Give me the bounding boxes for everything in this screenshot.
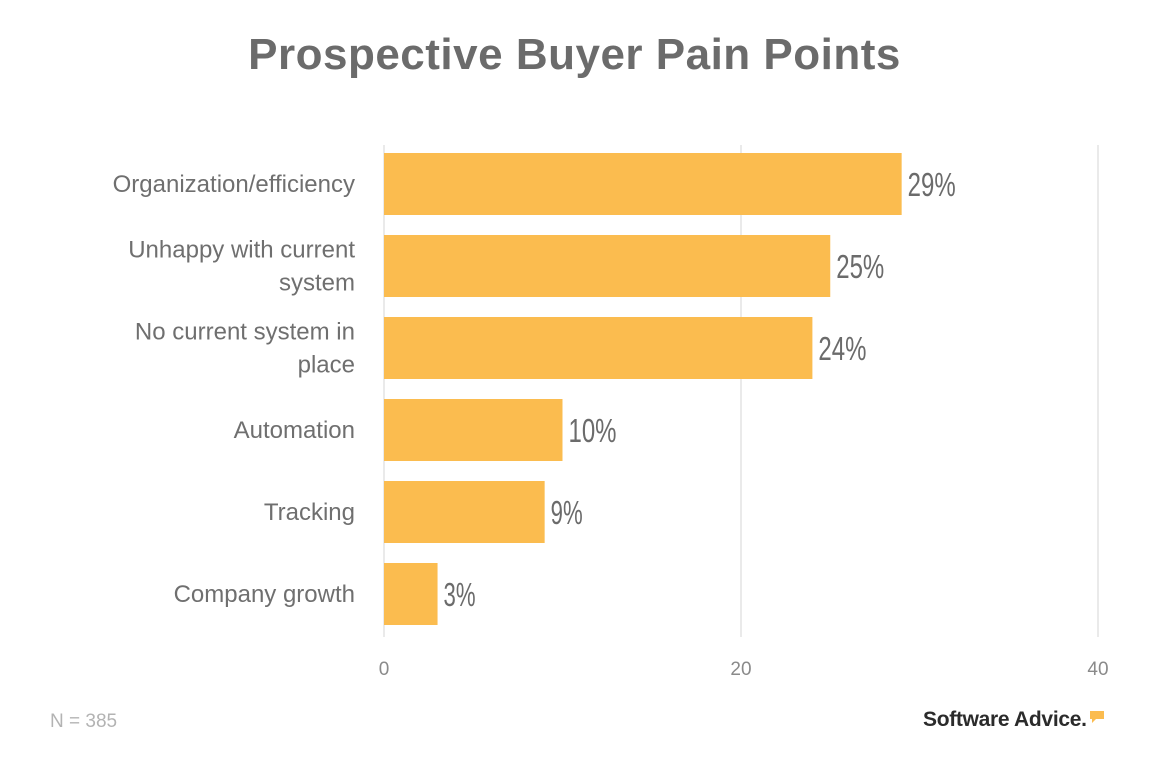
- bar: [384, 481, 545, 543]
- speech-bubble-icon: [1089, 711, 1104, 723]
- bar: [384, 399, 563, 461]
- bar: [384, 317, 813, 379]
- category-label: Organization/efficiency: [113, 171, 355, 198]
- bar: [384, 235, 831, 297]
- x-axis-ticks: 0 20 40: [379, 659, 1109, 680]
- data-label: 9%: [551, 494, 583, 531]
- chart-title: Prospective Buyer Pain Points: [248, 30, 901, 79]
- category-label: Unhappy with current: [128, 237, 355, 264]
- category-label: place: [298, 352, 355, 379]
- bar: [384, 153, 902, 215]
- category-label: Company growth: [174, 581, 355, 608]
- category-label: No current system in: [135, 319, 355, 346]
- x-tick-label: 40: [1087, 659, 1108, 680]
- data-label: 29%: [908, 166, 956, 203]
- category-label: system: [279, 270, 355, 297]
- brand-logo: Software Advice.: [923, 708, 1105, 738]
- sample-size-note: N = 385: [50, 711, 118, 732]
- x-tick-label: 20: [730, 659, 751, 680]
- data-label: 25%: [836, 248, 884, 285]
- x-tick-label: 0: [379, 659, 390, 680]
- brand-name: Software Advice.: [923, 708, 1087, 731]
- bars: [384, 153, 902, 625]
- category-labels: Organization/efficiency Unhappy with curr…: [113, 171, 356, 608]
- bar: [384, 563, 438, 625]
- category-label: Automation: [234, 417, 355, 444]
- data-label: 10%: [569, 412, 617, 449]
- data-label: 24%: [818, 330, 866, 367]
- data-labels: 29% 25% 24% 10% 9% 3%: [444, 166, 956, 613]
- data-label: 3%: [444, 576, 476, 613]
- category-label: Tracking: [264, 499, 355, 526]
- gridlines: [383, 145, 1099, 637]
